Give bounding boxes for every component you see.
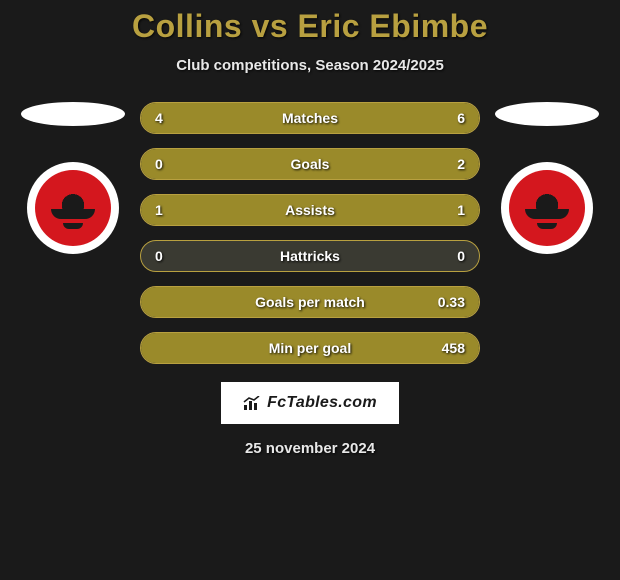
stat-row: 0 Hattricks 0 (140, 240, 480, 272)
eagle-icon (520, 181, 574, 235)
stat-label: Goals per match (255, 294, 365, 310)
comparison-card: Collins vs Eric Ebimbe Club competitions… (0, 0, 620, 580)
stat-fill-right (310, 195, 479, 225)
stat-value-left: 0 (155, 156, 163, 172)
stat-row: Min per goal 458 (140, 332, 480, 364)
stat-value-right: 6 (457, 110, 465, 126)
main-row: 4 Matches 6 0 Goals 2 1 Assists 1 0 Hattricks 0 Goal… (0, 102, 620, 364)
stats-list: 4 Matches 6 0 Goals 2 1 Assists 1 0 Hattricks 0 Goal… (140, 102, 480, 364)
stat-label: Hattricks (280, 248, 340, 264)
date: 25 november 2024 (245, 440, 375, 457)
player-left-avatar-placeholder (21, 102, 125, 126)
player-left-col (18, 102, 128, 254)
stat-label: Matches (282, 110, 338, 126)
chart-icon (243, 396, 261, 410)
stat-row: Goals per match 0.33 (140, 286, 480, 318)
club-badge-inner (35, 170, 111, 246)
stat-value-left: 0 (155, 248, 163, 264)
credit-text: FcTables.com (267, 394, 377, 412)
stat-label: Goals (291, 156, 330, 172)
stat-label: Assists (285, 202, 335, 218)
source-credit[interactable]: FcTables.com (221, 382, 399, 424)
stat-row: 0 Goals 2 (140, 148, 480, 180)
stat-value-right: 458 (442, 340, 465, 356)
stat-value-left: 4 (155, 110, 163, 126)
page-title: Collins vs Eric Ebimbe (132, 8, 488, 45)
player-left-club-badge (27, 162, 119, 254)
player-right-club-badge (501, 162, 593, 254)
stat-value-right: 1 (457, 202, 465, 218)
player-right-col (492, 102, 602, 254)
player-right-avatar-placeholder (495, 102, 599, 126)
club-badge-inner (509, 170, 585, 246)
stat-row: 1 Assists 1 (140, 194, 480, 226)
stat-value-right: 2 (457, 156, 465, 172)
stat-label: Min per goal (269, 340, 351, 356)
eagle-icon (46, 181, 100, 235)
stat-value-left: 1 (155, 202, 163, 218)
subtitle: Club competitions, Season 2024/2025 (176, 57, 444, 74)
stat-row: 4 Matches 6 (140, 102, 480, 134)
stat-value-right: 0 (457, 248, 465, 264)
stat-value-right: 0.33 (438, 294, 465, 310)
